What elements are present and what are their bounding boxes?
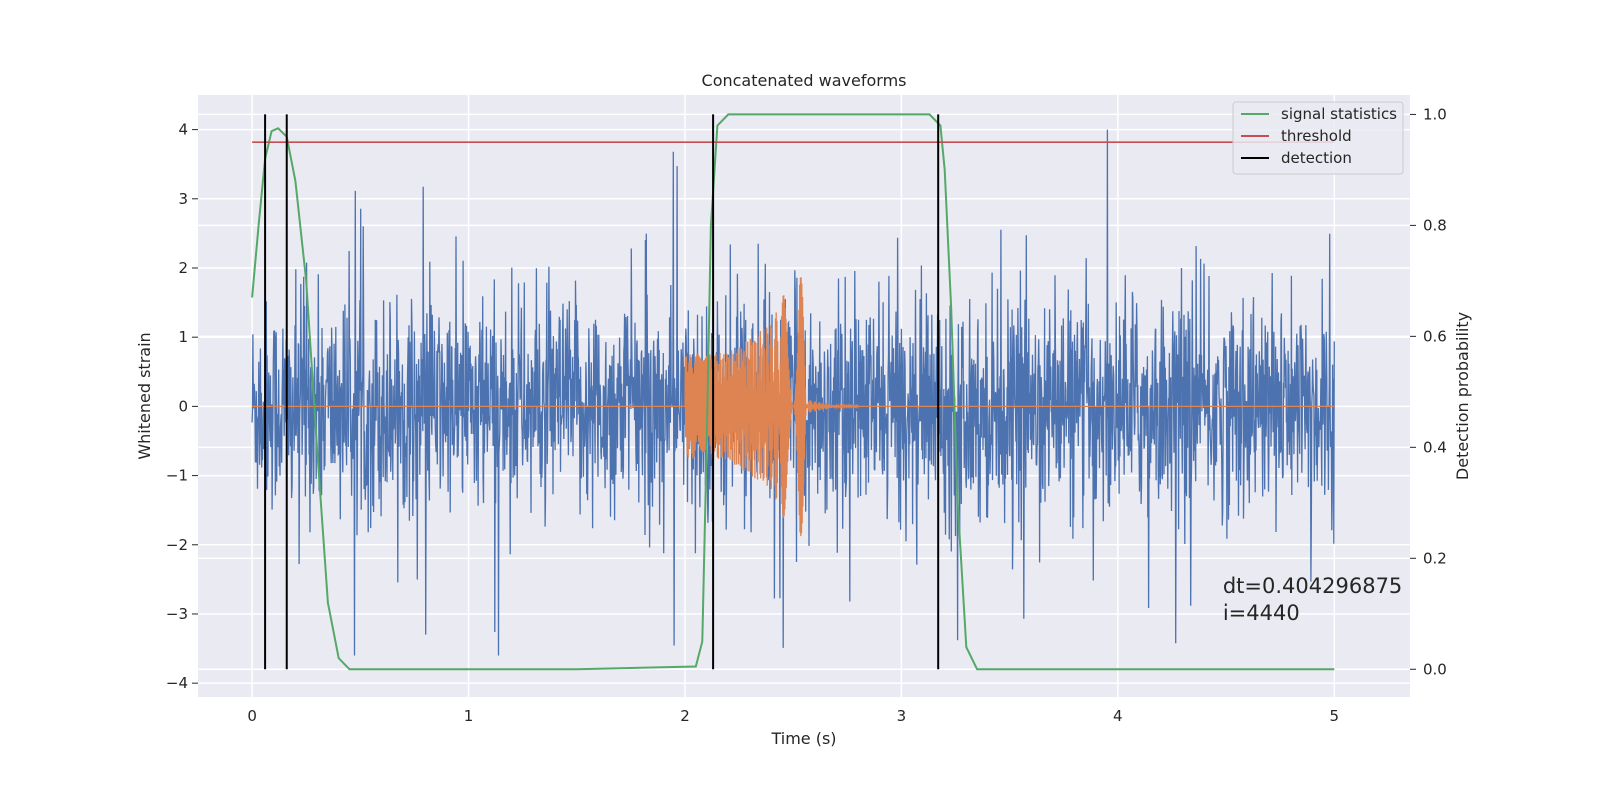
x-tick-label: 5 bbox=[1329, 707, 1339, 725]
y-tick-label: 0 bbox=[178, 397, 188, 415]
x-axis-label: Time (s) bbox=[770, 729, 836, 748]
legend-label: detection bbox=[1281, 149, 1352, 167]
x-tick-label: 1 bbox=[464, 707, 474, 725]
annotation-text: dt=0.404296875 bbox=[1223, 574, 1402, 598]
y-tick-label: 4 bbox=[178, 121, 188, 139]
y-tick-label: −4 bbox=[166, 674, 188, 692]
legend: signal statistics threshold detection bbox=[1232, 101, 1404, 175]
y-tick-label: 3 bbox=[178, 190, 188, 208]
y2-axis-label: Detection probability bbox=[1453, 312, 1472, 480]
strain-series-line bbox=[251, 129, 1335, 656]
legend-box bbox=[1232, 101, 1404, 175]
y2-tick-label: 0.8 bbox=[1423, 216, 1447, 234]
annotation-text: i=4440 bbox=[1223, 601, 1300, 625]
injected-waveform-line bbox=[252, 277, 1335, 537]
signal-statistics-line bbox=[251, 113, 1335, 671]
x-tick-label: 0 bbox=[247, 707, 257, 725]
series-layer bbox=[251, 113, 1335, 671]
y-tick-label: 2 bbox=[178, 259, 188, 277]
legend-label: signal statistics bbox=[1281, 105, 1397, 123]
y2-tick-label: 0.4 bbox=[1423, 438, 1447, 456]
y-tick-label: −1 bbox=[166, 467, 188, 485]
axes: 0 1 2 3 4 5 −4 −3 −2 −1 0 1 2 3 4 0.0 0.2 0.4 0.6 0.8 1.0 bbox=[166, 105, 1447, 725]
y2-tick-label: 1.0 bbox=[1423, 105, 1447, 123]
y-tick-label: −2 bbox=[166, 536, 188, 554]
x-tick-label: 2 bbox=[680, 707, 690, 725]
x-tick-label: 4 bbox=[1113, 707, 1123, 725]
y2-tick-label: 0.2 bbox=[1423, 549, 1447, 567]
legend-label: threshold bbox=[1281, 127, 1352, 145]
y-tick-label: 1 bbox=[178, 328, 188, 346]
y2-tick-label: 0.0 bbox=[1423, 660, 1447, 678]
y-axis-label: Whitened strain bbox=[135, 332, 154, 459]
y-tick-label: −3 bbox=[166, 605, 188, 623]
annotation: dt=0.404296875 i=4440 bbox=[1223, 574, 1402, 625]
y2-tick-label: 0.6 bbox=[1423, 327, 1447, 345]
chart-title: Concatenated waveforms bbox=[702, 71, 907, 90]
x-tick-label: 3 bbox=[897, 707, 907, 725]
